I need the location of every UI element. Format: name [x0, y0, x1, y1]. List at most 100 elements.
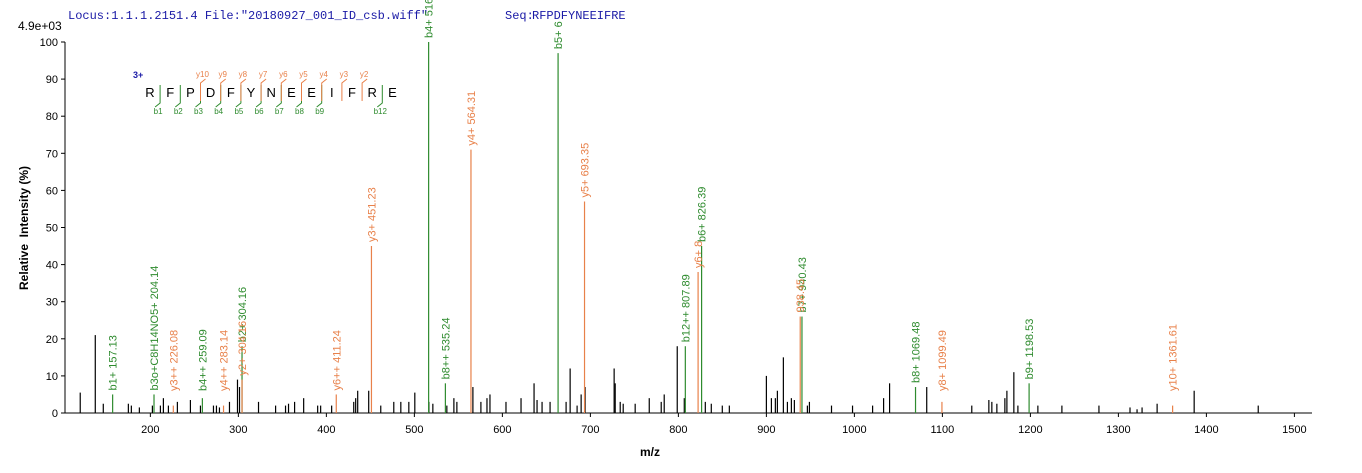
y-label: y6 — [279, 70, 288, 79]
y-label: y5 — [299, 70, 308, 79]
x-tick-label: 1100 — [931, 424, 955, 436]
peak-label: b2+ 304.16 — [237, 287, 249, 342]
y-tick-label: 80 — [46, 111, 58, 123]
b-label: b1 — [154, 107, 163, 116]
residue: E — [287, 85, 296, 100]
y-tick-label: 70 — [46, 148, 58, 160]
b-bracket — [316, 85, 323, 108]
residue: F — [348, 85, 356, 100]
peak-label: b4+ 516.2 — [424, 0, 436, 38]
b-label: b6 — [255, 107, 264, 116]
peak-label: 938.45 — [795, 279, 807, 313]
b-label: b7 — [275, 107, 284, 116]
x-axis-label: m/z — [640, 445, 660, 459]
y-tick-label: 100 — [40, 37, 58, 49]
y-bracket — [220, 78, 227, 101]
y-bracket — [200, 78, 206, 101]
b-label: b12 — [374, 107, 388, 116]
residue: F — [227, 85, 235, 100]
x-tick-label: 1200 — [1018, 424, 1042, 436]
y-tick-label: 20 — [46, 334, 58, 346]
scale-label: 4.9e+03 — [18, 19, 62, 33]
y-label: y8 — [239, 70, 248, 79]
header-seq-label: Seq: — [505, 9, 534, 23]
peak-label: y4+ 564.31 — [466, 91, 478, 146]
peak-label: b8+ 1069.48 — [911, 322, 923, 383]
residue: E — [307, 85, 316, 100]
peak-label: b3o+C8H14NO5+ 204.14 — [149, 266, 161, 391]
peak-label: b1+ 157.13 — [108, 335, 120, 390]
residue: R — [145, 85, 154, 100]
peak-label: b8++ 535.24 — [440, 318, 452, 380]
peak-label: b5+ 6 — [553, 21, 565, 49]
x-tick-label: 300 — [229, 424, 247, 436]
b-bracket — [255, 85, 262, 108]
residue: R — [368, 85, 377, 100]
y-tick-label: 10 — [46, 371, 58, 383]
x-tick-label: 1000 — [842, 424, 866, 436]
charge-label: 3+ — [133, 70, 143, 80]
x-tick-label: 1400 — [1194, 424, 1218, 436]
x-tick-label: 800 — [669, 424, 687, 436]
residue: E — [388, 85, 397, 100]
residue: F — [166, 85, 174, 100]
residue: D — [206, 85, 215, 100]
x-tick-label: 400 — [317, 424, 335, 436]
b-label: b4 — [214, 107, 223, 116]
y-axis-label: Relative Intensity (%) — [17, 166, 31, 290]
y-bracket — [361, 78, 368, 101]
y-bracket — [321, 78, 328, 101]
y-tick-label: 50 — [46, 223, 58, 235]
x-tick-label: 600 — [493, 424, 511, 436]
residue: N — [267, 85, 276, 100]
peak-label: y6+ 8 — [693, 241, 705, 268]
residue: I — [330, 85, 334, 100]
y-bracket — [240, 78, 247, 101]
b-bracket — [235, 85, 242, 108]
b-label: b2 — [174, 107, 183, 116]
b-bracket — [376, 85, 383, 108]
peak-label: y3++ 226.08 — [168, 330, 180, 391]
y-tick-label: 40 — [46, 260, 58, 272]
peak-label: b12++ 807.89 — [680, 274, 692, 342]
y-bracket — [260, 78, 267, 101]
b-bracket — [275, 85, 282, 108]
peak-label: b4++ 259.09 — [197, 329, 209, 391]
b-bracket — [174, 85, 181, 108]
residue: P — [186, 85, 195, 100]
y-label: y10 — [196, 70, 209, 79]
x-tick-label: 700 — [581, 424, 599, 436]
peak-label: y6++ 411.24 — [331, 330, 343, 390]
peak-label: y3+ 451.23 — [366, 187, 378, 242]
residue: Y — [247, 85, 256, 100]
y-label: y4 — [319, 70, 328, 79]
y-label: y3 — [340, 70, 349, 79]
peak-label: b9+ 1198.53 — [1024, 319, 1036, 380]
peak-label: b6+ 826.39 — [697, 187, 709, 242]
b-bracket — [296, 85, 302, 108]
peak-label: y4++ 283.14 — [219, 330, 231, 391]
peak-label: b7+ 940.43 — [797, 257, 809, 312]
x-tick-label: 1500 — [1282, 424, 1306, 436]
x-tick-label: 500 — [405, 424, 423, 436]
b-bracket — [154, 85, 161, 108]
b-label: b8 — [295, 107, 304, 116]
y-bracket — [280, 78, 287, 101]
b-label: b9 — [315, 107, 324, 116]
y-label: y9 — [218, 70, 227, 79]
y-tick-label: 0 — [52, 408, 58, 420]
b-bracket — [195, 85, 201, 108]
peak-label: y8+ 1099.49 — [937, 330, 949, 391]
x-tick-label: 1300 — [1106, 424, 1130, 436]
y-tick-label: 90 — [46, 74, 58, 86]
header-sequence: RFPDFYNEEIFRE — [532, 9, 626, 23]
y-bracket — [301, 78, 307, 101]
peak-label: y2+ 304.16 — [237, 321, 249, 376]
y-label: y7 — [259, 70, 268, 79]
b-bracket — [215, 85, 222, 108]
y-tick-label: 60 — [46, 185, 58, 197]
y-label: y2 — [360, 70, 369, 79]
y-bracket — [341, 78, 348, 101]
x-tick-label: 900 — [757, 424, 775, 436]
